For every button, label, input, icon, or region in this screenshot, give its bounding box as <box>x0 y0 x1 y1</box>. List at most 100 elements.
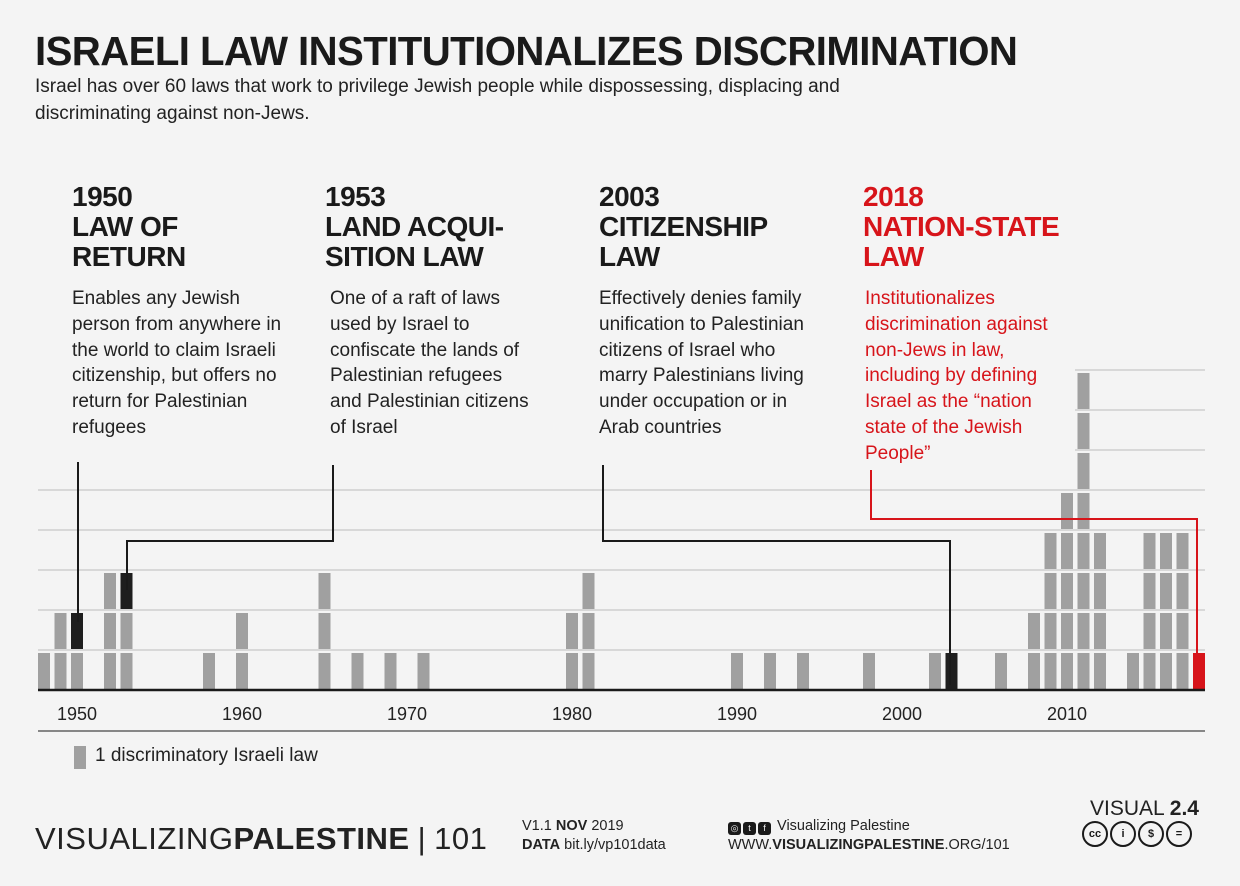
law-block-2010 <box>1061 653 1073 689</box>
law-description: One of a raft of laws used by Israel to … <box>330 288 529 438</box>
law-block-1980 <box>566 613 578 649</box>
brand-separator: | <box>417 821 427 856</box>
law-block-2016 <box>1160 573 1172 609</box>
gridlines <box>38 369 1205 651</box>
law-2018: 2018 NATION-STATE LAW Institutionalizes … <box>863 182 1133 467</box>
x-tick-label: 2010 <box>1047 704 1087 724</box>
twitter-icon[interactable]: t <box>743 822 756 835</box>
law-description: Enables any Jewish person from anywhere … <box>72 288 282 438</box>
law-block-1950 <box>71 613 83 649</box>
law-block-1990 <box>731 653 743 689</box>
law-block-1998 <box>863 653 875 689</box>
law-block-2011 <box>1077 613 1090 649</box>
law-description: Effectively denies family unification to… <box>599 288 804 438</box>
law-block-1952 <box>104 573 116 609</box>
noderivatives-icon: = <box>1166 821 1192 847</box>
law-block-2011 <box>1077 373 1090 409</box>
law-block-1950 <box>71 653 83 689</box>
law-block-2017 <box>1176 613 1189 649</box>
law-year: 1953 <box>325 181 386 212</box>
law-block-2002 <box>929 653 941 689</box>
law-block-1953 <box>120 573 133 609</box>
law-block-1965 <box>318 573 331 609</box>
connector-1953 <box>126 465 334 590</box>
law-block-2011 <box>1077 493 1090 529</box>
law-block-1949 <box>54 613 67 649</box>
x-tick-label: 1970 <box>387 704 427 724</box>
social-name: Visualizing Palestine <box>777 818 910 834</box>
law-block-2011 <box>1077 653 1090 689</box>
law-block-1981 <box>582 653 595 689</box>
data-link[interactable]: bit.ly/vp101data <box>564 837 666 853</box>
law-description: Institutionalizes discrimination against… <box>865 288 1048 464</box>
instagram-icon[interactable]: ◎ <box>728 822 741 835</box>
x-tick-label: 2000 <box>882 704 922 724</box>
law-block-1965 <box>318 613 331 649</box>
page-title: ISRAELI LAW INSTITUTIONALIZES DISCRIMINA… <box>35 28 1018 74</box>
law-block-2011 <box>1077 413 1090 449</box>
law-block-2017 <box>1176 653 1189 689</box>
law-block-1952 <box>104 613 116 649</box>
law-block-2017 <box>1176 573 1189 609</box>
law-block-1981 <box>582 613 595 649</box>
law-2003: 2003 CITIZENSHIP LAW Effectively denies … <box>599 182 869 441</box>
connector-2018 <box>870 470 1198 688</box>
law-year: 1950 <box>72 181 133 212</box>
law-block-2009 <box>1044 573 1057 609</box>
law-block-2012 <box>1094 653 1106 689</box>
brand-number: 101 <box>434 821 488 856</box>
law-name: CITIZENSHIP LAW <box>599 211 768 272</box>
month: NOV <box>555 818 588 834</box>
law-year: 2003 <box>599 181 660 212</box>
x-tick-label: 1980 <box>552 704 592 724</box>
visual-number: VISUAL 2.4 <box>1090 797 1199 821</box>
law-year: 2018 <box>863 181 924 212</box>
law-block-2010 <box>1061 573 1073 609</box>
law-name: LAND ACQUI- SITION LAW <box>325 211 504 272</box>
brand-light: VISUALIZING <box>35 821 234 856</box>
law-block-2012 <box>1094 613 1106 649</box>
law-block-2006 <box>995 653 1007 689</box>
legend-swatch <box>74 746 86 769</box>
law-block-2008 <box>1028 613 1040 649</box>
law-block-2008 <box>1028 653 1040 689</box>
cc-license[interactable]: cc i $ = <box>1080 821 1192 847</box>
law-block-2014 <box>1127 653 1139 689</box>
law-block-2015 <box>1143 533 1156 569</box>
x-tick-label: 1960 <box>222 704 262 724</box>
law-block-2011 <box>1077 533 1090 569</box>
noncommercial-icon: $ <box>1138 821 1164 847</box>
law-block-2018 <box>1193 653 1205 689</box>
law-block-2012 <box>1094 573 1106 609</box>
law-block-2016 <box>1160 613 1172 649</box>
law-block-2016 <box>1160 653 1172 689</box>
brand-bold: PALESTINE <box>233 821 410 856</box>
law-block-2003 <box>945 653 958 689</box>
law-block-1980 <box>566 653 578 689</box>
visual-label: VISUAL <box>1090 797 1164 820</box>
law-block-1992 <box>764 653 776 689</box>
data-label: DATA <box>522 837 561 853</box>
law-block-1960 <box>236 613 248 649</box>
x-tick-label: 1950 <box>57 704 97 724</box>
subtitle: Israel has over 60 laws that work to pri… <box>35 76 840 124</box>
website-link[interactable]: WWW.VISUALIZINGPALESTINE.ORG/101 <box>728 837 1010 853</box>
law-block-2016 <box>1160 533 1172 569</box>
law-block-1953 <box>120 613 133 649</box>
law-block-1969 <box>384 653 397 689</box>
law-block-2011 <box>1077 573 1090 609</box>
law-block-1967 <box>351 653 364 689</box>
attribution-icon: i <box>1110 821 1136 847</box>
law-block-2015 <box>1143 653 1156 689</box>
facebook-icon[interactable]: f <box>758 822 771 835</box>
law-block-2010 <box>1061 533 1073 569</box>
bars <box>38 373 1205 689</box>
visual-num: 2.4 <box>1169 797 1199 820</box>
law-block-2009 <box>1044 613 1057 649</box>
law-block-1994 <box>797 653 809 689</box>
law-block-1958 <box>203 653 215 689</box>
law-block-2017 <box>1176 533 1189 569</box>
law-block-2015 <box>1143 613 1156 649</box>
law-block-2012 <box>1094 533 1106 569</box>
version: V1.1 <box>522 818 552 834</box>
